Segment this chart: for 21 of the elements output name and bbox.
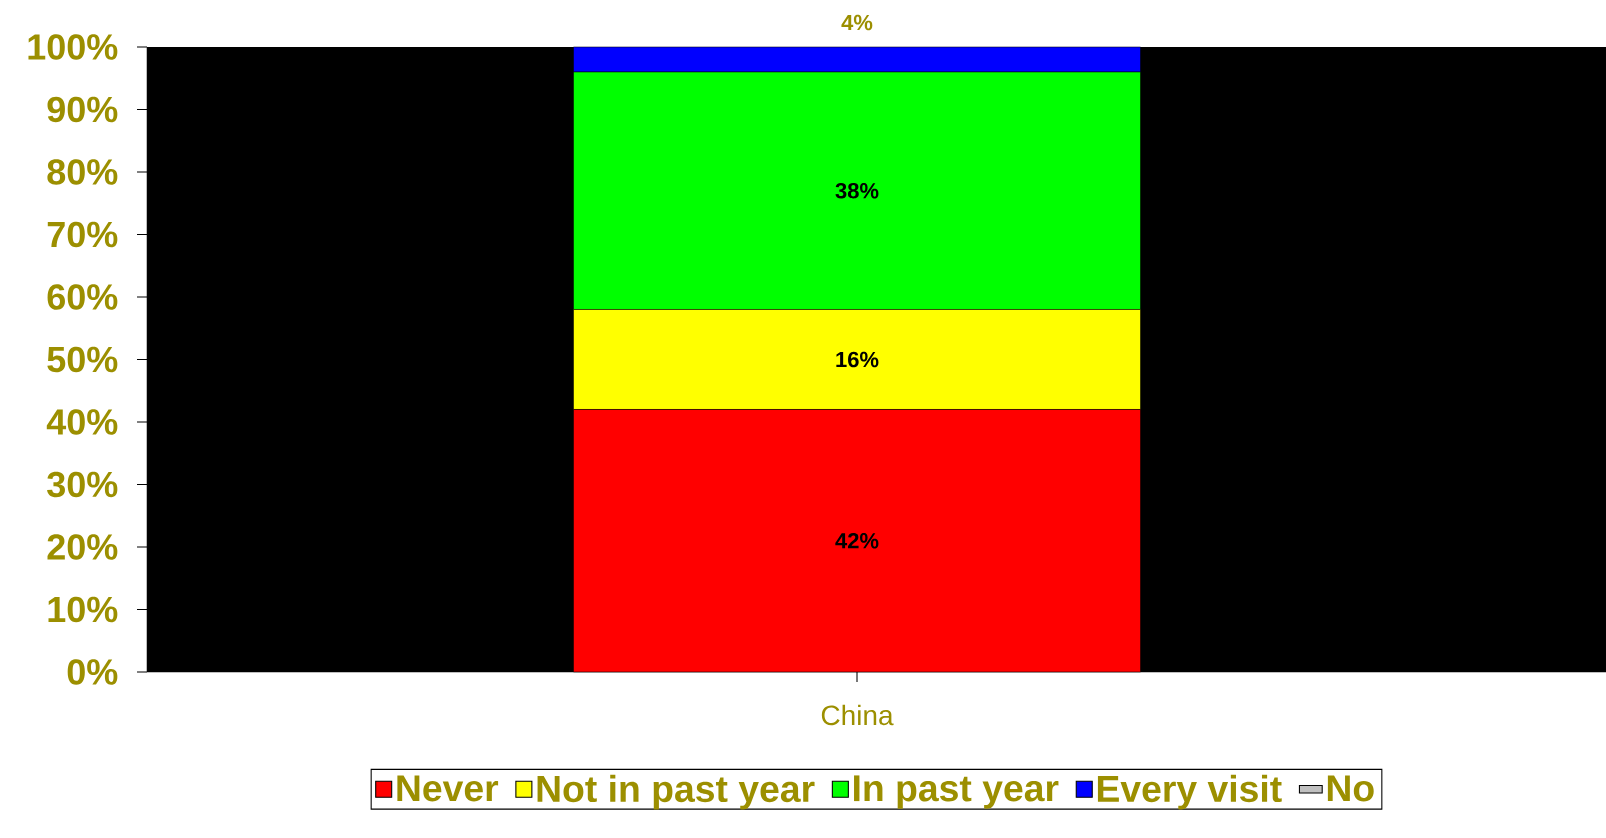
y-tick-label: 50% [47,346,118,373]
y-tick-label: 0% [67,659,118,685]
x-tick-label: China [821,704,894,726]
y-tick-label: 40% [46,409,118,435]
y-tick-label: 20% [47,534,118,560]
y-tick-label: 10% [48,596,118,623]
legend-label: Every visit [1097,774,1282,810]
y-tick-label: 80% [47,159,118,185]
legend-label: In past year [854,775,1059,809]
data-label: 38% [835,182,879,199]
y-tick-label: 70% [47,221,118,248]
legend-label: Never [397,775,499,802]
data-label: 42% [835,532,879,549]
legend-label: Not in past year [537,774,815,810]
data-label: 4% [841,14,873,31]
data-label: 16% [836,351,879,368]
y-tick-label: 100% [28,34,118,60]
legend-label: No [1327,775,1374,802]
y-tick-label: 90% [47,96,118,123]
y-tick-label: 30% [47,471,118,498]
y-tick-label: 60% [47,284,118,310]
